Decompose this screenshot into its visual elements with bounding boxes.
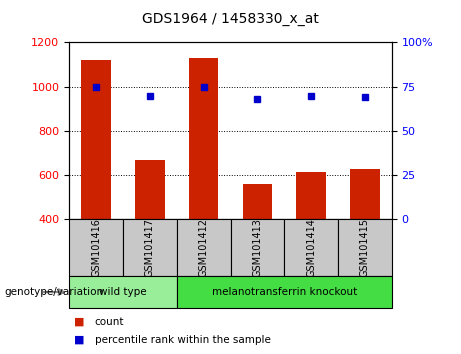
Bar xyxy=(177,276,392,308)
Bar xyxy=(177,219,230,276)
Text: genotype/variation: genotype/variation xyxy=(5,287,104,297)
Bar xyxy=(242,184,272,219)
Bar xyxy=(123,219,177,276)
Bar xyxy=(230,219,284,276)
Bar xyxy=(350,169,380,219)
Text: wild type: wild type xyxy=(99,287,147,297)
Text: GDS1964 / 1458330_x_at: GDS1964 / 1458330_x_at xyxy=(142,12,319,27)
Bar xyxy=(81,60,111,219)
Text: GSM101412: GSM101412 xyxy=(199,218,209,277)
Bar xyxy=(338,219,392,276)
Bar xyxy=(296,172,326,219)
Bar xyxy=(189,58,219,219)
Text: GSM101414: GSM101414 xyxy=(306,218,316,277)
Text: ■: ■ xyxy=(74,335,84,345)
Bar xyxy=(69,276,177,308)
Bar xyxy=(135,160,165,219)
Text: count: count xyxy=(95,317,124,327)
Bar xyxy=(69,219,123,276)
Text: melanotransferrin knockout: melanotransferrin knockout xyxy=(212,287,357,297)
Text: GSM101415: GSM101415 xyxy=(360,218,370,277)
Bar xyxy=(284,219,338,276)
Text: GSM101416: GSM101416 xyxy=(91,218,101,277)
Text: GSM101417: GSM101417 xyxy=(145,218,155,277)
Text: percentile rank within the sample: percentile rank within the sample xyxy=(95,335,271,345)
Text: GSM101413: GSM101413 xyxy=(252,218,262,277)
Text: ■: ■ xyxy=(74,317,84,327)
